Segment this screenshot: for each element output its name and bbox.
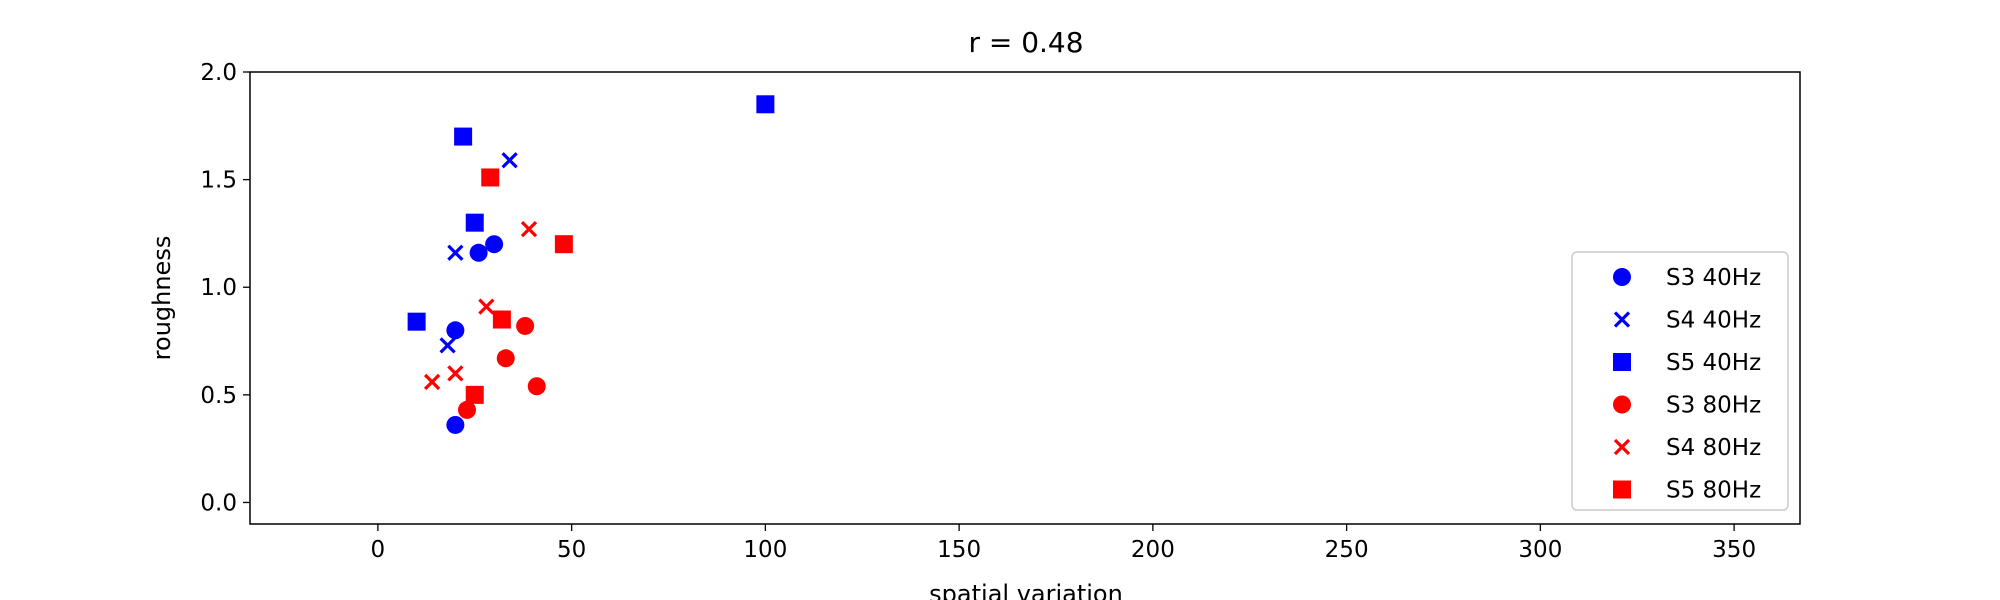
y-tick-label: 0.5 [200,383,237,409]
x-tick-label: 150 [937,537,981,563]
data-point [447,365,464,382]
x-tick-label: 50 [557,537,586,563]
legend-label: S4 40Hz [1666,308,1761,334]
y-axis-label: roughness [148,236,176,361]
legend-label: S4 80Hz [1666,435,1761,461]
legend-marker [1613,395,1631,414]
x-tick-label: 300 [1518,537,1562,563]
data-point [407,312,426,331]
data-point [465,385,484,404]
data-point [527,377,546,396]
data-point [469,243,488,262]
data-point [501,152,518,169]
legend-label: S5 40Hz [1666,350,1761,376]
legend-marker [1613,353,1631,371]
data-point [454,127,473,146]
data-point [496,349,515,368]
data-point [446,321,465,340]
data-point [439,337,456,354]
data-point [554,235,573,254]
legend: S3 40Hz S4 40Hz S5 40Hz S3 80Hz S4 80Hz S5 80… [1571,251,1789,511]
data-point [492,310,511,329]
chart-title: r = 0.48 [968,26,1083,59]
data-point [458,400,476,419]
plot-area [249,71,1801,525]
data-points [407,95,775,434]
y-axis: 0.0 0.5 1.0 1.5 2.0 [200,60,250,516]
x-axis-label: spatial variation [929,580,1123,600]
data-point [520,220,538,238]
legend-marker [1613,311,1631,328]
legend-marker [1613,438,1631,456]
x-tick-label: 100 [743,537,787,563]
x-tick-label: 250 [1325,537,1369,563]
y-tick-label: 1.0 [200,275,237,301]
x-axis: 0 50 100 150 200 250 300 350 [371,524,1756,563]
legend-marker [1613,480,1631,499]
y-tick-label: 0.0 [200,490,237,516]
data-point [478,298,495,315]
data-point [465,213,484,232]
data-point [756,95,775,114]
data-point [446,415,465,434]
data-point [423,373,441,391]
legend-label: S3 80Hz [1666,393,1761,419]
legend-label: S3 40Hz [1666,265,1761,291]
data-point [485,235,504,254]
x-tick-label: 350 [1712,537,1756,563]
data-point [447,244,464,261]
legend-marker [1613,268,1631,286]
x-tick-label: 200 [1131,537,1175,563]
x-tick-label: 0 [371,537,386,563]
y-tick-label: 2.0 [200,60,237,86]
data-point [516,316,535,335]
plot-frame [249,71,1801,525]
y-tick-label: 1.5 [200,168,237,194]
legend-label: S5 80Hz [1666,478,1761,504]
data-point [481,168,500,187]
